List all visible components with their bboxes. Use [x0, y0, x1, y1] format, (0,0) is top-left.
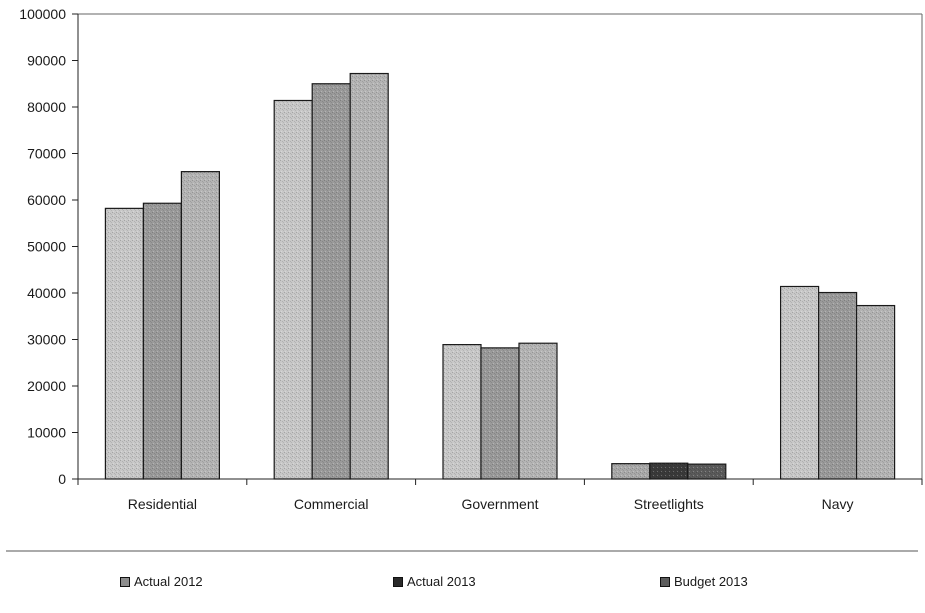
bar-texture: [519, 343, 557, 479]
legend: Actual 2012 Actual 2013 Budget 2013: [0, 574, 925, 598]
plot-area: [78, 13, 923, 479]
legend-swatch-budget-2013: [660, 576, 670, 587]
y-axis: 0 10000 20000 30000 40000 50000 60000 70000 8000…: [19, 6, 79, 487]
y-tick-label: 80000: [27, 99, 66, 115]
bar-texture: [481, 348, 519, 479]
y-tick-label: 90000: [27, 53, 66, 69]
y-tick-label: 40000: [27, 285, 66, 301]
x-category-label: Residential: [128, 496, 197, 512]
y-tick-label: 10000: [27, 425, 66, 441]
bar-texture: [144, 203, 181, 479]
legend-label-actual-2013: Actual 2013: [407, 574, 476, 589]
y-tick-label: 20000: [27, 378, 66, 394]
bar-texture: [182, 172, 219, 479]
x-axis: Residential Commercial Government Streetlig…: [77, 478, 923, 512]
x-category-label: Navy: [822, 496, 854, 512]
bar-texture: [350, 74, 388, 479]
x-category-label: Commercial: [294, 496, 369, 512]
legend-label-budget-2013: Budget 2013: [674, 574, 748, 589]
bar-texture: [312, 84, 350, 479]
y-tick-label: 70000: [27, 146, 66, 162]
bar-texture: [274, 101, 312, 479]
y-tick-label: 30000: [27, 332, 66, 348]
bar-texture: [781, 287, 818, 479]
legend-swatch-actual-2013: [393, 576, 403, 587]
x-category-label: Government: [461, 496, 538, 512]
legend-item-actual-2013: Actual 2013: [393, 574, 476, 589]
y-tick-label: 60000: [27, 192, 66, 208]
bar-texture: [443, 345, 481, 479]
bar-texture: [688, 464, 726, 479]
bar-texture: [106, 208, 143, 479]
legend-item-actual-2012: Actual 2012: [120, 574, 203, 589]
bar-texture: [819, 293, 856, 479]
legend-swatch-actual-2012: [120, 576, 130, 587]
bar-texture: [612, 464, 650, 479]
bar-texture: [650, 463, 688, 479]
x-category-label: Streetlights: [634, 496, 704, 512]
y-tick-label: 50000: [27, 239, 66, 255]
bar-texture: [857, 306, 894, 479]
bars-group: [104, 72, 896, 480]
y-tick-label: 0: [58, 471, 66, 487]
legend-item-budget-2013: Budget 2013: [660, 574, 748, 589]
y-tick-label: 100000: [19, 6, 66, 22]
legend-label-actual-2012: Actual 2012: [134, 574, 203, 589]
